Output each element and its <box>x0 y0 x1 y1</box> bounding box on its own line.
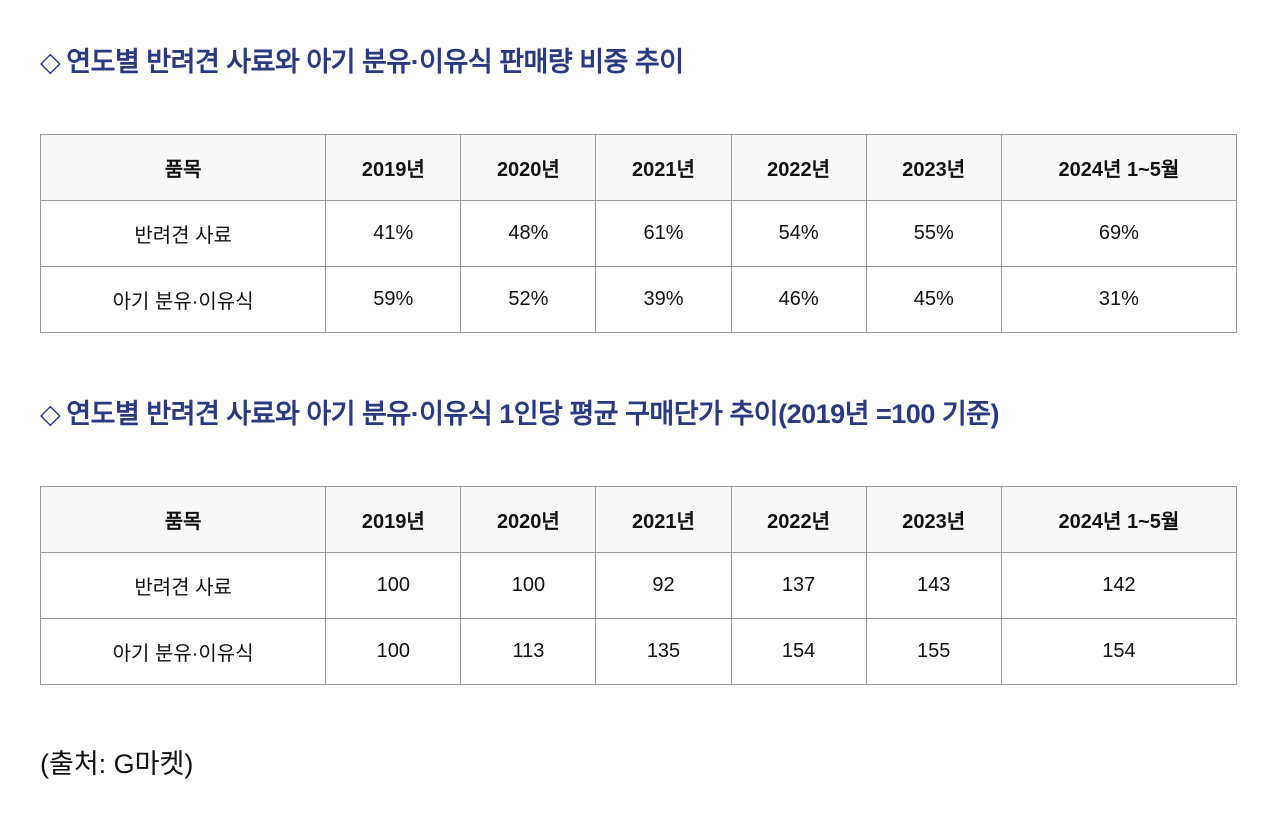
table-row: 아기 분유·이유식 100 113 135 154 155 154 <box>39 618 1238 685</box>
source-note: (출처: G마켓) <box>40 749 194 779</box>
table-cell: 39% <box>595 266 732 333</box>
table-cell: 137 <box>730 552 867 619</box>
column-header: 2023년 <box>865 134 1002 201</box>
table-row: 반려견 사료 100 100 92 137 143 142 <box>39 552 1238 619</box>
column-header: 2024년 1~5월 <box>1000 134 1238 201</box>
table-row: 반려견 사료 41% 48% 61% 54% 55% 69% <box>39 200 1238 267</box>
table-cell: 135 <box>595 618 732 685</box>
table-cell: 41% <box>325 200 462 267</box>
column-header: 품목 <box>39 486 327 553</box>
table-cell: 54% <box>730 200 867 267</box>
table-cell: 100 <box>325 552 462 619</box>
sales-share-table: 품목 2019년 2020년 2021년 2022년 2023년 2024년 1~5월 반려견… <box>39 134 1238 333</box>
table-cell: 155 <box>865 618 1002 685</box>
diamond-icon: ◇ <box>40 399 61 429</box>
table-cell: 143 <box>865 552 1002 619</box>
title-text: 연도별 반려견 사료와 아기 분유·이유식 1인당 평균 구매단가 추이(201… <box>66 399 1000 429</box>
column-header: 2022년 <box>730 486 867 553</box>
table-cell: 154 <box>730 618 867 685</box>
row-label: 반려견 사료 <box>39 552 327 619</box>
table-cell: 154 <box>1000 618 1238 685</box>
table-cell: 46% <box>730 266 867 333</box>
column-header: 2021년 <box>595 134 732 201</box>
table-cell: 100 <box>460 552 597 619</box>
column-header: 2024년 1~5월 <box>1000 486 1238 553</box>
table-cell: 92 <box>595 552 732 619</box>
column-header: 2021년 <box>595 486 732 553</box>
row-label: 아기 분유·이유식 <box>39 266 327 333</box>
table-cell: 52% <box>460 266 597 333</box>
table-cell: 100 <box>325 618 462 685</box>
column-header: 2019년 <box>325 134 462 201</box>
table-cell: 113 <box>460 618 597 685</box>
column-header: 2020년 <box>460 134 597 201</box>
table-cell: 55% <box>865 200 1002 267</box>
table-cell: 69% <box>1000 200 1238 267</box>
column-header: 2022년 <box>730 134 867 201</box>
section-title-unit-price: ◇ 연도별 반려견 사료와 아기 분유·이유식 1인당 평균 구매단가 추이(20… <box>40 392 1000 431</box>
column-header: 2019년 <box>325 486 462 553</box>
diamond-icon: ◇ <box>40 47 61 77</box>
column-header: 품목 <box>39 134 327 201</box>
header-row: 품목 2019년 2020년 2021년 2022년 2023년 2024년 1~5월 <box>39 486 1238 553</box>
table-cell: 142 <box>1000 552 1238 619</box>
table-cell: 48% <box>460 200 597 267</box>
section-title-sales-share: ◇ 연도별 반려견 사료와 아기 분유·이유식 판매량 비중 추이 <box>40 40 684 79</box>
table-cell: 45% <box>865 266 1002 333</box>
title-text: 연도별 반려견 사료와 아기 분유·이유식 판매량 비중 추이 <box>66 47 684 77</box>
table-cell: 59% <box>325 266 462 333</box>
table-row: 아기 분유·이유식 59% 52% 39% 46% 45% 31% <box>39 266 1238 333</box>
table-cell: 31% <box>1000 266 1238 333</box>
unit-price-table: 품목 2019년 2020년 2021년 2022년 2023년 2024년 1~5월 반려견… <box>39 486 1238 685</box>
table-cell: 61% <box>595 200 732 267</box>
row-label: 아기 분유·이유식 <box>39 618 327 685</box>
column-header: 2023년 <box>865 486 1002 553</box>
header-row: 품목 2019년 2020년 2021년 2022년 2023년 2024년 1~5월 <box>39 134 1238 201</box>
row-label: 반려견 사료 <box>39 200 327 267</box>
column-header: 2020년 <box>460 486 597 553</box>
